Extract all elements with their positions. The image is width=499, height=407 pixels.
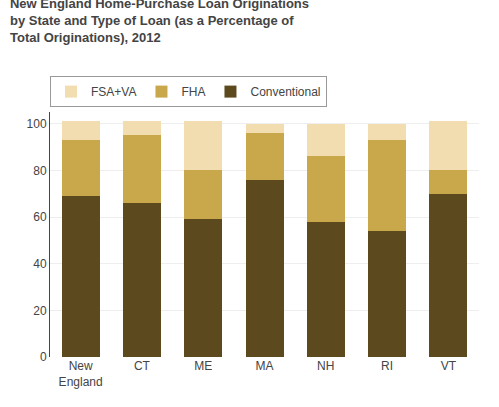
svg-text:100: 100 <box>27 117 47 131</box>
svg-text:60: 60 <box>33 210 47 224</box>
svg-text:NH: NH <box>317 359 334 373</box>
svg-text:New England Home-Purchase Loan: New England Home-Purchase Loan Originati… <box>10 0 309 45</box>
svg-text:ME: ME <box>194 359 212 373</box>
svg-text:Conventional: Conventional <box>250 85 320 99</box>
svg-text:FSA+VA: FSA+VA <box>91 85 136 99</box>
svg-text:0: 0 <box>40 350 47 364</box>
svg-text:NewEngland: NewEngland <box>59 359 103 389</box>
svg-text:80: 80 <box>33 164 47 178</box>
svg-text:RI: RI <box>381 359 393 373</box>
svg-text:MA: MA <box>256 359 274 373</box>
svg-text:VT: VT <box>441 359 457 373</box>
svg-text:20: 20 <box>33 304 47 318</box>
svg-text:FHA: FHA <box>181 85 205 99</box>
svg-text:CT: CT <box>134 359 151 373</box>
svg-text:40: 40 <box>33 257 47 271</box>
